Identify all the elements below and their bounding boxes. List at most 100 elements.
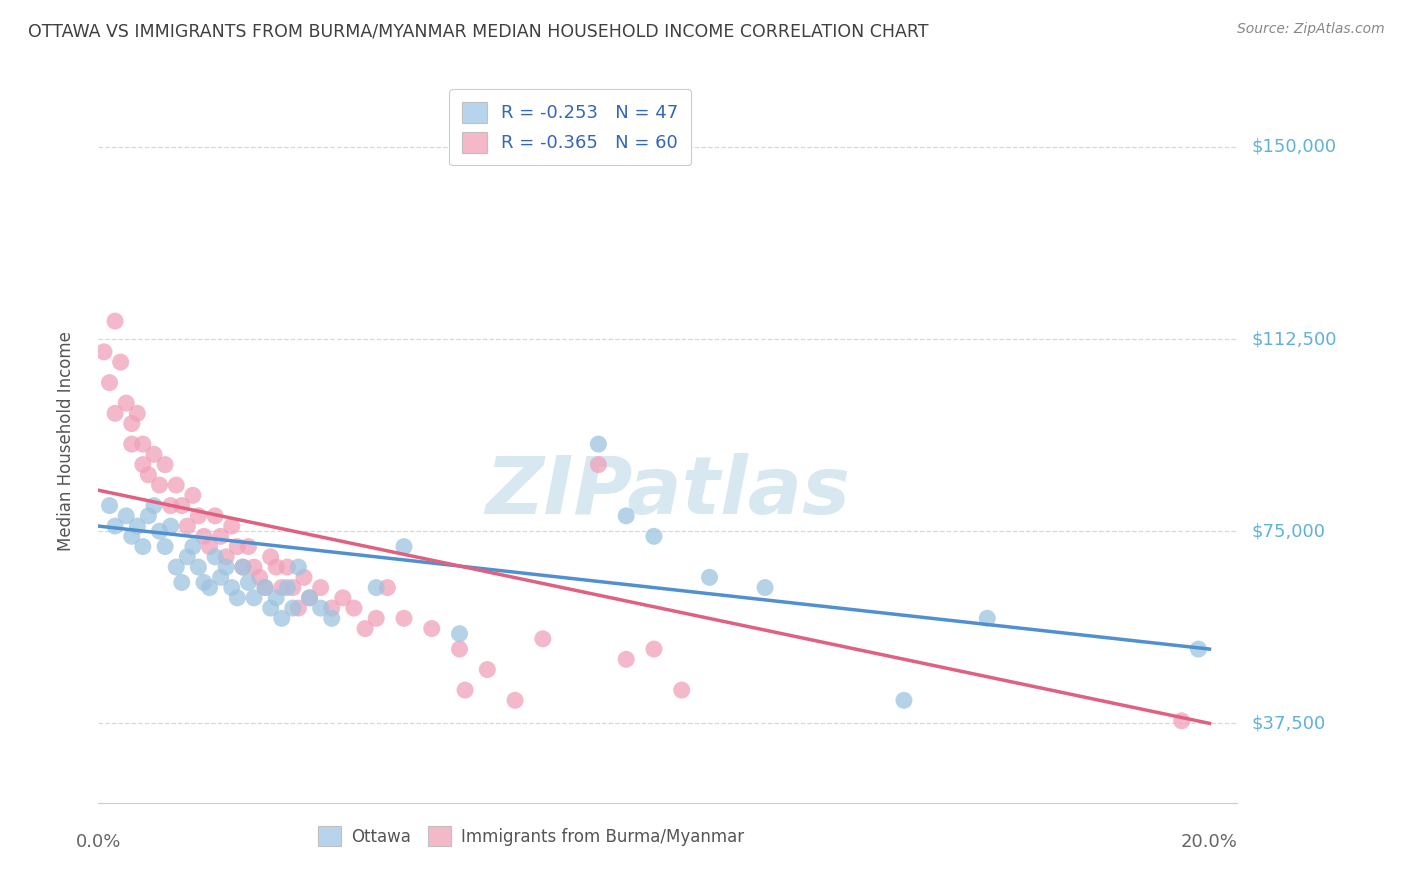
- Point: [366, 611, 388, 625]
- Point: [176, 519, 198, 533]
- Point: [153, 458, 176, 472]
- Point: [298, 591, 321, 605]
- Point: [232, 560, 254, 574]
- Point: [138, 467, 160, 482]
- Point: [1187, 642, 1209, 657]
- Point: [138, 508, 160, 523]
- Point: [159, 519, 181, 533]
- Point: [232, 560, 254, 574]
- Y-axis label: Median Household Income: Median Household Income: [56, 332, 75, 551]
- Point: [181, 540, 204, 554]
- Point: [243, 591, 266, 605]
- Point: [671, 683, 693, 698]
- Point: [132, 458, 155, 472]
- Point: [198, 540, 221, 554]
- Point: [226, 591, 249, 605]
- Point: [104, 314, 127, 328]
- Point: [292, 570, 315, 584]
- Point: [270, 611, 292, 625]
- Text: 0.0%: 0.0%: [76, 833, 121, 851]
- Point: [159, 499, 181, 513]
- Point: [165, 478, 187, 492]
- Point: [298, 591, 321, 605]
- Point: [243, 560, 266, 574]
- Point: [98, 376, 121, 390]
- Text: $112,500: $112,500: [1251, 330, 1337, 348]
- Point: [254, 581, 277, 595]
- Point: [588, 458, 610, 472]
- Point: [132, 540, 155, 554]
- Point: [187, 560, 209, 574]
- Point: [392, 540, 415, 554]
- Point: [643, 529, 665, 543]
- Point: [281, 581, 304, 595]
- Point: [976, 611, 998, 625]
- Point: [259, 601, 281, 615]
- Point: [204, 549, 226, 564]
- Point: [104, 519, 127, 533]
- Point: [104, 406, 127, 420]
- Legend: Ottawa, Immigrants from Burma/Myanmar: Ottawa, Immigrants from Burma/Myanmar: [311, 820, 751, 852]
- Point: [309, 601, 332, 615]
- Point: [309, 581, 332, 595]
- Point: [110, 355, 132, 369]
- Point: [254, 581, 277, 595]
- Point: [264, 560, 287, 574]
- Point: [375, 581, 398, 595]
- Point: [238, 540, 260, 554]
- Point: [98, 499, 121, 513]
- Point: [115, 508, 138, 523]
- Point: [1170, 714, 1192, 728]
- Point: [176, 549, 198, 564]
- Point: [143, 499, 166, 513]
- Text: Source: ZipAtlas.com: Source: ZipAtlas.com: [1237, 22, 1385, 37]
- Point: [449, 626, 471, 640]
- Point: [276, 581, 298, 595]
- Point: [287, 560, 309, 574]
- Text: 20.0%: 20.0%: [1181, 833, 1237, 851]
- Point: [276, 560, 298, 574]
- Point: [332, 591, 354, 605]
- Point: [392, 611, 415, 625]
- Point: [153, 540, 176, 554]
- Text: $150,000: $150,000: [1251, 138, 1336, 156]
- Point: [209, 529, 232, 543]
- Point: [204, 508, 226, 523]
- Point: [121, 417, 143, 431]
- Point: [121, 529, 143, 543]
- Point: [143, 447, 166, 461]
- Point: [127, 519, 149, 533]
- Text: ZIPatlas: ZIPatlas: [485, 453, 851, 531]
- Point: [226, 540, 249, 554]
- Point: [699, 570, 721, 584]
- Text: $75,000: $75,000: [1251, 522, 1326, 541]
- Point: [193, 575, 215, 590]
- Point: [181, 488, 204, 502]
- Point: [198, 581, 221, 595]
- Point: [449, 642, 471, 657]
- Point: [264, 591, 287, 605]
- Point: [531, 632, 554, 646]
- Point: [238, 575, 260, 590]
- Point: [477, 663, 499, 677]
- Text: $37,500: $37,500: [1251, 714, 1326, 732]
- Point: [121, 437, 143, 451]
- Point: [366, 581, 388, 595]
- Point: [343, 601, 366, 615]
- Point: [170, 575, 193, 590]
- Point: [187, 508, 209, 523]
- Point: [420, 622, 443, 636]
- Point: [614, 652, 637, 666]
- Point: [93, 344, 115, 359]
- Text: OTTAWA VS IMMIGRANTS FROM BURMA/MYANMAR MEDIAN HOUSEHOLD INCOME CORRELATION CHAR: OTTAWA VS IMMIGRANTS FROM BURMA/MYANMAR …: [28, 22, 928, 40]
- Point: [249, 570, 271, 584]
- Point: [215, 549, 238, 564]
- Point: [127, 406, 149, 420]
- Point: [321, 601, 343, 615]
- Point: [148, 478, 170, 492]
- Point: [287, 601, 309, 615]
- Point: [215, 560, 238, 574]
- Point: [503, 693, 526, 707]
- Point: [115, 396, 138, 410]
- Point: [893, 693, 915, 707]
